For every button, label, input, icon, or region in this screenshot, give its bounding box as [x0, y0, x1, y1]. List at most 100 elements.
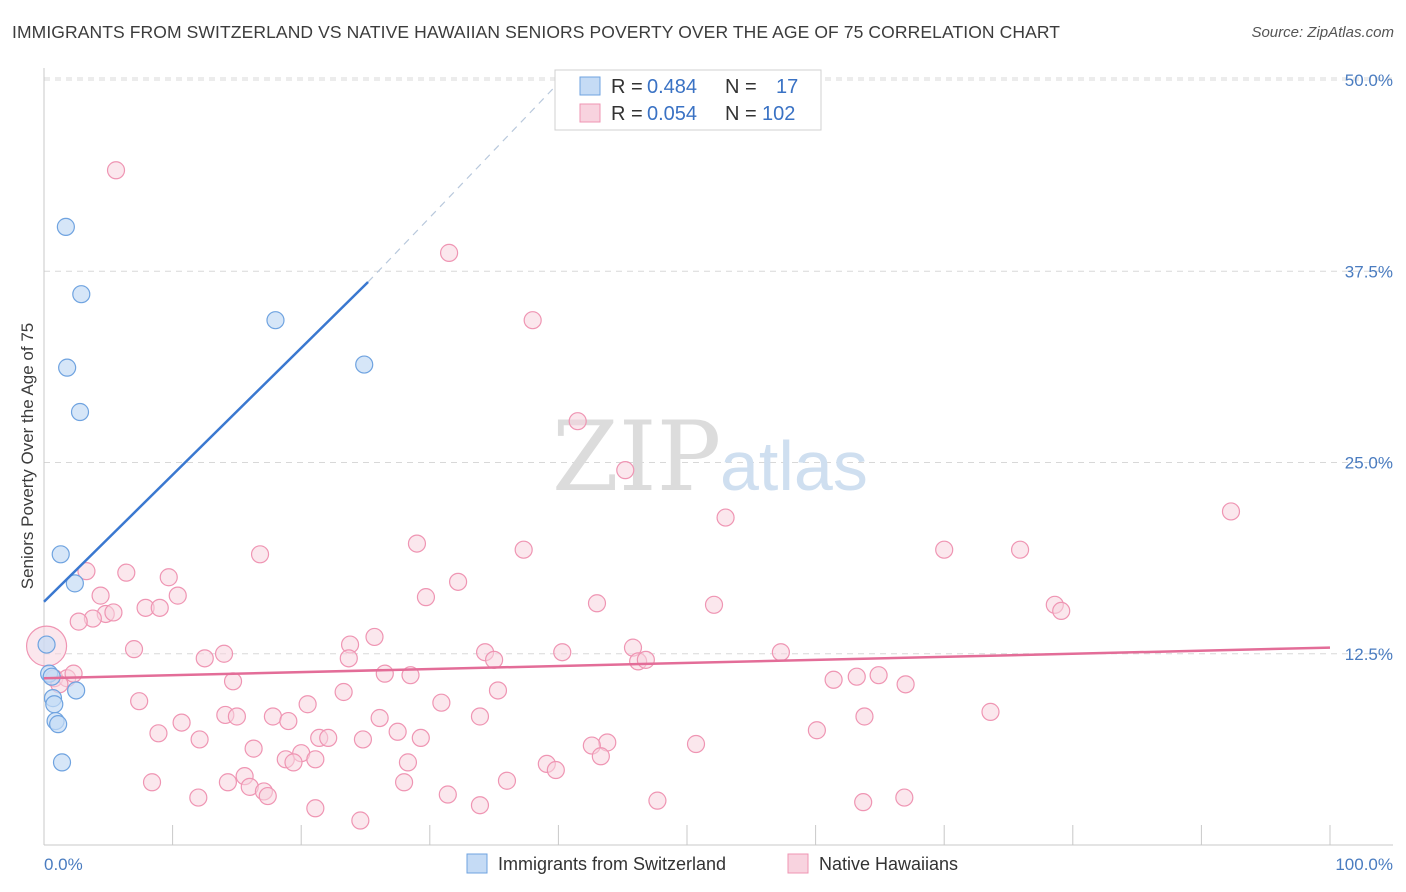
- legend-r-value-2: 0.054: [647, 103, 697, 125]
- native-hawaiians-point: [587, 594, 607, 613]
- native-hawaiians-point: [553, 643, 572, 662]
- native-hawaiians-point: [716, 508, 735, 527]
- source-credit: Source: ZipAtlas.com: [1251, 24, 1394, 41]
- native-hawaiians-point: [869, 666, 888, 685]
- native-hawaiians-point: [401, 666, 420, 685]
- y-axis-label: Seniors Poverty Over the Age of 75: [18, 323, 37, 589]
- native-hawaiians-point: [497, 771, 517, 790]
- y-tick-label: 50.0%: [1345, 71, 1393, 90]
- native-hawaiians-point: [648, 791, 667, 810]
- native-hawaiians-point: [150, 598, 169, 617]
- switzerland-point: [58, 358, 77, 377]
- legend-swatch-switzerland: [579, 76, 601, 96]
- native-hawaiians-point: [149, 724, 168, 743]
- native-hawaiians-point: [130, 692, 149, 711]
- native-hawaiians-point: [306, 750, 325, 769]
- native-hawaiians-point: [214, 644, 234, 663]
- y-tick-labels: 12.5% 25.0% 37.5% 50.0%: [1345, 71, 1393, 664]
- native-hawaiians-point: [227, 707, 246, 726]
- native-hawaiians-point: [591, 747, 610, 766]
- native-hawaiians-point: [189, 788, 208, 807]
- native-hawaiians-point: [77, 562, 96, 581]
- native-hawaiians-point: [416, 588, 436, 607]
- native-hawaiians-point: [896, 675, 915, 694]
- trend-lines: [43, 82, 1331, 680]
- switzerland-point: [355, 355, 374, 374]
- native-hawaiians-point: [142, 773, 162, 792]
- native-hawaiians-point: [91, 586, 110, 605]
- switzerland-point: [37, 635, 56, 654]
- gridlines: [44, 77, 1393, 655]
- native-hawaiians-point: [244, 739, 263, 758]
- native-hawaiians-point: [514, 540, 533, 559]
- native-hawaiians-point: [439, 243, 459, 262]
- native-hawaiians-point: [64, 664, 83, 683]
- native-hawaiians-point: [407, 534, 427, 553]
- legend-r-label-1: R =: [611, 76, 643, 98]
- native-hawaiians-point: [636, 650, 655, 669]
- watermark-atlas: atlas: [720, 427, 868, 505]
- native-hawaiians-point: [398, 753, 418, 772]
- y-tick-label: 25.0%: [1345, 454, 1393, 473]
- native-hawaiians-point: [218, 773, 237, 792]
- stats-legend: R = 0.484 N = 17 R = 0.054 N = 102: [554, 69, 822, 131]
- native-hawaiians-point: [339, 649, 358, 668]
- switzerland-point: [67, 681, 86, 700]
- native-hawaiians-point: [159, 568, 178, 587]
- legend-n-value-1: 17: [776, 76, 798, 98]
- native-hawaiians-point: [855, 707, 874, 726]
- native-hawaiians-point: [771, 643, 790, 662]
- switzerland-point: [45, 695, 64, 714]
- native-hawaiians-point: [106, 161, 126, 180]
- switzerland-point: [65, 574, 84, 593]
- native-hawaiians-point: [432, 693, 451, 712]
- y-tick-label: 37.5%: [1345, 262, 1393, 281]
- switzerland-point: [49, 715, 68, 734]
- native-hawaiians-point: [279, 711, 298, 731]
- native-hawaiians-point: [353, 730, 373, 749]
- bottom-legend-label-switzerland: Immigrants from Switzerland: [498, 854, 726, 874]
- x-tick-label-max: 100.0%: [1335, 855, 1393, 874]
- native-hawaiians-point: [365, 627, 384, 647]
- native-hawaiians-point: [935, 540, 954, 559]
- switzerland-point: [70, 402, 90, 422]
- native-hawaiians-point: [117, 563, 136, 582]
- x-ticks: [43, 825, 1331, 845]
- legend-r-label-2: R =: [611, 103, 643, 125]
- switzerland-point: [56, 217, 75, 236]
- native-hawaiians-point: [847, 667, 866, 686]
- native-hawaiians-point: [981, 702, 1000, 721]
- native-hawaiians-point: [854, 793, 873, 812]
- chart-title: IMMIGRANTS FROM SWITZERLAND VS NATIVE HA…: [12, 22, 1061, 42]
- switzerland-point: [51, 545, 70, 564]
- switzerland-trend-line: [43, 281, 369, 603]
- switzerland-point: [266, 311, 285, 330]
- native-hawaiians-point: [394, 773, 414, 792]
- native-hawaiians-point: [195, 649, 214, 668]
- legend-n-value-2: 102: [762, 103, 795, 125]
- switzerland-point: [72, 285, 91, 304]
- native-hawaiians-point: [704, 595, 724, 614]
- native-hawaiians-point: [263, 707, 283, 726]
- native-hawaiians-point: [370, 708, 389, 728]
- native-hawaiians-point: [523, 311, 542, 330]
- native-hawaiians-point: [568, 412, 587, 431]
- native-hawaiians-point: [351, 811, 370, 830]
- native-hawaiians-point: [546, 760, 565, 780]
- legend-swatch-hawaiians: [579, 103, 601, 123]
- native-hawaiians-point: [250, 545, 270, 564]
- switzerland-trend-extension: [367, 82, 559, 283]
- bottom-legend-swatch-switzerland: [466, 853, 488, 874]
- native-hawaiians-point: [388, 722, 407, 741]
- native-hawaiians-point: [223, 672, 243, 691]
- native-hawaiians-point: [306, 799, 325, 818]
- native-hawaiians-point: [172, 713, 191, 732]
- native-hawaiians-point: [1010, 540, 1030, 559]
- native-hawaiians-point: [258, 786, 277, 806]
- native-hawaiians-point: [104, 603, 123, 622]
- native-hawaiians-trend-line: [43, 646, 1331, 680]
- native-hawaiians-point: [470, 796, 490, 815]
- y-tick-label: 12.5%: [1345, 645, 1393, 664]
- native-hawaiians-point: [1221, 502, 1241, 521]
